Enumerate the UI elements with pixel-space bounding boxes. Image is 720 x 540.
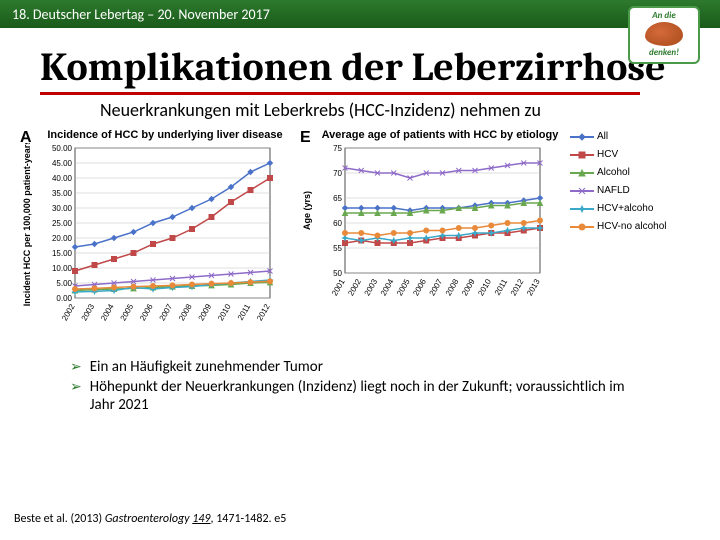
brand-logo: An die denken!	[628, 6, 700, 64]
svg-text:30.00: 30.00	[52, 204, 73, 213]
bullet-text: Ein an Häufigkeit zunehmender Tumor	[90, 358, 323, 376]
svg-text:2006: 2006	[411, 277, 428, 297]
svg-text:50: 50	[333, 269, 342, 278]
svg-text:40.00: 40.00	[52, 174, 73, 183]
legend-label: HCV+alcoho	[597, 201, 653, 217]
chart-panel-a: A Incidence of HCC by underlying liver d…	[20, 129, 290, 348]
page-subtitle: Neuerkrankungen mit Leberkrebs (HCC-Inzi…	[0, 95, 720, 121]
panel-label-a: A	[20, 129, 32, 147]
chart-e-svg: 50 55 60 65 70 75 2001200220032004200520062007…	[300, 143, 560, 318]
bullet-text: Höhepunkt der Neuerkrankungen (Inzidenz)…	[90, 378, 650, 414]
svg-text:2001: 2001	[330, 277, 347, 297]
svg-text:2010: 2010	[216, 302, 233, 322]
legend-item: HCV-no alcohol	[570, 219, 666, 235]
legend-item: All	[570, 129, 666, 145]
citation-pages: , 1471-1482. e5	[211, 512, 287, 526]
chart-legend: All HCV Alcohol NAFLD HCV+alcoho HCV-no alcoh…	[570, 129, 666, 237]
citation-journal: Gastroenterology	[105, 512, 192, 526]
legend-label: All	[597, 129, 608, 145]
svg-text:5.00: 5.00	[56, 279, 72, 288]
svg-text:2002: 2002	[60, 302, 77, 322]
header-text: 18. Deutscher Lebertag – 20. November 20…	[12, 6, 270, 23]
liver-icon	[645, 22, 683, 46]
page-title: Komplikationen der Leberzirrhose	[0, 28, 720, 90]
svg-text:2006: 2006	[138, 302, 155, 322]
chart-a-title: Incidence of HCC by underlying liver dis…	[20, 129, 290, 141]
svg-text:20.00: 20.00	[52, 234, 73, 243]
svg-text:2003: 2003	[80, 302, 97, 322]
svg-text:2011: 2011	[493, 277, 510, 297]
svg-text:50.00: 50.00	[52, 144, 73, 153]
bullet-row: ➢Höhepunkt der Neuerkrankungen (Inzidenz…	[70, 378, 720, 414]
chart-a-svg: 0.00 5.00 10.00 15.00 20.00 25.00 30.00 35.00 40…	[20, 143, 290, 343]
svg-text:2009: 2009	[197, 302, 214, 322]
svg-text:2012: 2012	[255, 302, 272, 322]
svg-text:2002: 2002	[346, 277, 363, 297]
legend-label: HCV	[597, 147, 618, 163]
panel-label-e: E	[300, 129, 311, 147]
svg-text:2008: 2008	[177, 302, 194, 322]
svg-text:35.00: 35.00	[52, 189, 73, 198]
bullet-row: ➢ Ein an Häufigkeit zunehmender Tumor	[70, 358, 720, 376]
svg-text:55: 55	[333, 244, 342, 253]
bullet-arrow-icon: ➢	[70, 358, 82, 376]
svg-text:10.00: 10.00	[52, 264, 73, 273]
svg-text:15.00: 15.00	[52, 249, 73, 258]
logo-line2: denken!	[632, 47, 696, 58]
legend-item: HCV	[570, 147, 666, 163]
chart-panel-e: E Average age of patients with HCC by et…	[300, 129, 560, 323]
svg-text:0.00: 0.00	[56, 294, 72, 303]
svg-text:65: 65	[333, 194, 342, 203]
logo-line1: An die	[632, 10, 696, 21]
svg-text:2007: 2007	[158, 302, 175, 322]
legend-label: Alcohol	[597, 165, 630, 181]
svg-text:2010: 2010	[476, 277, 493, 297]
bullet-list: ➢Ein an Häufigkeit zunehmender Tumor➢Höh…	[0, 348, 720, 414]
citation: Beste et al. (2013) Gastroenterology 149…	[14, 512, 286, 526]
svg-text:25.00: 25.00	[52, 219, 73, 228]
svg-text:2007: 2007	[428, 277, 445, 297]
svg-text:2003: 2003	[363, 277, 380, 297]
svg-text:2004: 2004	[379, 277, 396, 297]
svg-text:75: 75	[333, 144, 342, 153]
svg-text:60: 60	[333, 219, 342, 228]
citation-authors: Beste et al. (2013)	[14, 512, 105, 526]
header-bar: 18. Deutscher Lebertag – 20. November 20…	[0, 0, 720, 28]
bullet-arrow-icon: ➢	[70, 378, 82, 414]
svg-text:2004: 2004	[99, 302, 116, 322]
legend-item: Alcohol	[570, 165, 666, 181]
svg-text:45.00: 45.00	[52, 159, 73, 168]
svg-text:70: 70	[333, 169, 342, 178]
svg-text:2005: 2005	[395, 277, 412, 297]
svg-text:Age (yrs): Age (yrs)	[302, 191, 312, 230]
svg-text:Incident HCC per 100,000 patie: Incident HCC per 100,000 patient-years	[22, 143, 32, 306]
svg-text:2011: 2011	[236, 302, 253, 322]
svg-text:2009: 2009	[460, 277, 477, 297]
legend-item: HCV+alcoho	[570, 201, 666, 217]
legend-label: HCV-no alcohol	[597, 219, 666, 235]
svg-text:2012: 2012	[509, 277, 526, 297]
svg-text:2013: 2013	[525, 277, 542, 297]
charts-row: A Incidence of HCC by underlying liver d…	[0, 121, 720, 348]
chart-e-title: Average age of patients with HCC by etio…	[300, 129, 560, 141]
legend-item: NAFLD	[570, 183, 666, 199]
legend-label: NAFLD	[597, 183, 630, 199]
svg-text:2008: 2008	[444, 277, 461, 297]
citation-volume: 149	[192, 512, 210, 526]
svg-text:2005: 2005	[119, 302, 136, 322]
